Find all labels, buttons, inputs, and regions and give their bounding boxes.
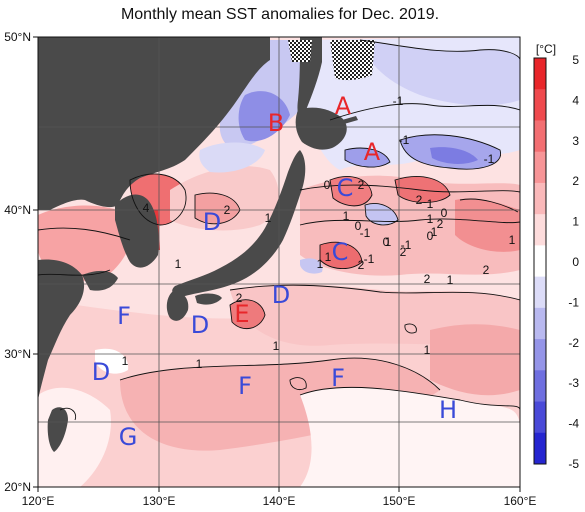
colorbar-frame <box>533 57 547 465</box>
contour-value-label: 2 <box>358 178 365 192</box>
contour-value-label: 1 <box>424 343 431 357</box>
contour-value-label: 2 <box>483 263 490 277</box>
contour-value-label: 0 <box>383 235 390 249</box>
colorbar-tick-label: -3 <box>568 376 579 390</box>
contour-value-label: 1 <box>427 212 434 226</box>
contour-value-label: -1 <box>484 152 495 166</box>
colorbar-swatch <box>534 214 546 246</box>
contour-value-label: 0 <box>441 206 448 220</box>
x-tick-label: 160°E <box>504 494 537 508</box>
colorbar-tick-label: 4 <box>572 93 579 107</box>
zone-label: B <box>268 109 284 137</box>
colorbar-swatch <box>534 151 546 184</box>
contour-value-label: 1 <box>196 357 203 371</box>
x-tick-label: 140°E <box>263 494 296 508</box>
colorbar-swatch <box>534 58 546 90</box>
zone-label: C <box>332 238 349 266</box>
contour-value-label: 1 <box>343 209 350 223</box>
colorbar-swatch <box>534 401 546 434</box>
zone-label: A <box>335 92 352 120</box>
colorbar-tick-label: -4 <box>568 417 579 431</box>
colorbar-tick-label: 0 <box>572 255 579 269</box>
colorbar-tick-label: -2 <box>568 336 579 350</box>
colorbar-swatch <box>534 182 546 215</box>
graticule <box>38 37 520 487</box>
colorbar-tick-label: 2 <box>572 174 579 188</box>
colorbar-swatch <box>534 245 546 278</box>
x-tick-label: 150°E <box>383 494 416 508</box>
colorbar-swatch <box>534 370 546 403</box>
colorbar-swatch <box>534 432 546 465</box>
colorbar-tick-label: 1 <box>572 215 579 229</box>
zone-label: E <box>234 300 249 328</box>
contour-value-label: 1 <box>427 197 434 211</box>
colorbar-swatch <box>534 89 546 121</box>
contour-value-label: 2 <box>416 193 423 207</box>
zone-label: F <box>331 364 345 392</box>
zone-label: H <box>439 396 457 424</box>
contour-value-label: 1 <box>273 339 280 353</box>
map-area <box>38 37 520 487</box>
contour-lines <box>38 39 520 421</box>
colorbar-swatch <box>534 339 546 371</box>
colorbar-swatch <box>534 307 546 340</box>
contour-value-label: 1 <box>325 250 332 264</box>
sea-ice-area <box>288 40 312 62</box>
zone-label: D <box>203 208 221 236</box>
contour-value-label: 2 <box>358 258 365 272</box>
zone-label: F <box>117 302 131 330</box>
zone-label: D <box>92 358 110 386</box>
contour-value-label: 2 <box>224 203 231 217</box>
contour-value-label: 1 <box>447 273 454 287</box>
contour-value-label: 1 <box>317 257 324 271</box>
colorbar-ticks: 5 4 3 2 1 0 -1 -2 -3 -4 -5 <box>568 53 579 471</box>
contour-value-label: 0 <box>427 229 434 243</box>
contour-value-label: 0 <box>324 178 331 192</box>
contour-value-label: 2 <box>424 272 431 286</box>
contour-value-label: 1 <box>265 211 272 225</box>
colorbar-unit: [°C] <box>536 42 556 56</box>
contour-value-label: 1 <box>122 354 129 368</box>
contour-value-label: -1 <box>364 252 375 266</box>
x-tick-label: 120°E <box>22 494 55 508</box>
contour-value-label: -1 <box>399 133 410 147</box>
sea-ice-area <box>330 40 375 81</box>
contour-value-label: 1 <box>509 233 516 247</box>
colorbar-tick-label: -1 <box>568 295 579 309</box>
contour-value-label: 1 <box>385 235 392 249</box>
colorbar-tick-label: 3 <box>572 134 579 148</box>
zone-label: G <box>119 423 138 451</box>
colorbar-swatch <box>534 276 546 309</box>
y-tick-label: 40°N <box>4 203 31 217</box>
colorbar <box>533 57 547 465</box>
colorbar-tick-label: 5 <box>572 53 579 67</box>
contour-value-label: -1 <box>393 94 404 108</box>
anomaly-field <box>38 37 520 487</box>
contour-value-label: 2 <box>236 291 243 305</box>
contour-value-label: 4 <box>143 201 150 215</box>
zone-label: A <box>364 138 381 166</box>
contour-value-label: 1 <box>175 257 182 271</box>
contour-value-label: 2 <box>400 245 407 259</box>
contour-value-label: -1 <box>401 238 412 252</box>
map-title: Monthly mean SST anomalies for Dec. 2019… <box>120 6 440 23</box>
y-tick-label: 20°N <box>4 480 31 494</box>
colorbar-swatch <box>534 120 546 153</box>
contour-value-label: 0 <box>355 219 362 233</box>
y-tick-label: 50°N <box>4 30 31 44</box>
y-tick-label: 30°N <box>4 347 31 361</box>
contour-value-label: -1 <box>360 226 371 240</box>
axis-ticks <box>33 36 521 492</box>
contour-value-label: 2 <box>437 217 444 231</box>
zone-label: D <box>191 311 209 339</box>
x-tick-label: 130°E <box>143 494 176 508</box>
zone-label: D <box>272 281 290 309</box>
contour-value-label: 1 <box>431 225 438 239</box>
colorbar-tick-label: -5 <box>568 457 579 471</box>
zone-label: F <box>238 372 252 400</box>
zone-label: C <box>337 174 354 202</box>
